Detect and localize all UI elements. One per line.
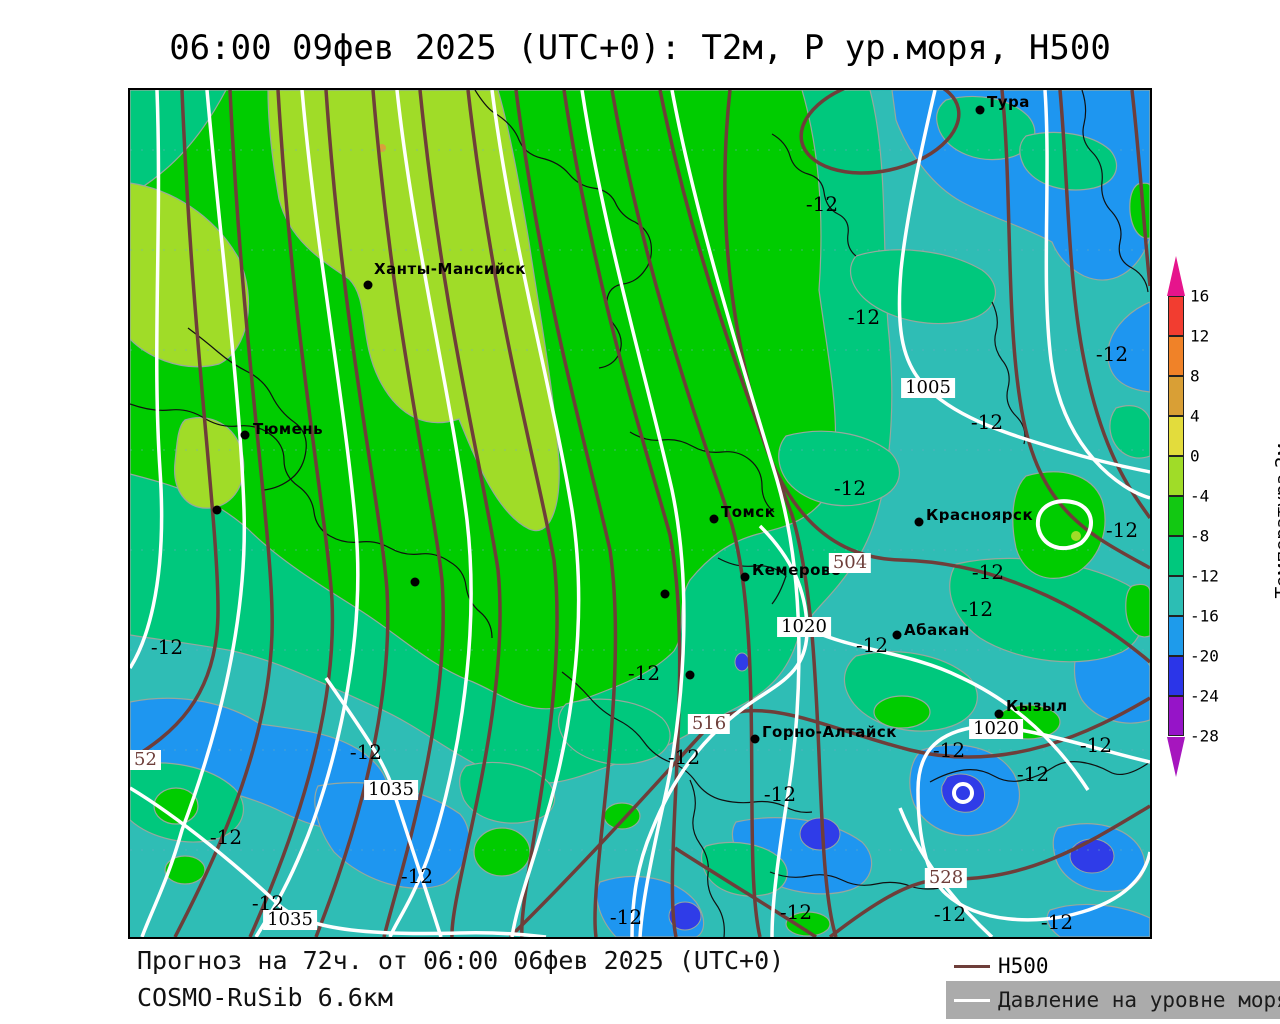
pressure-legend-label: Давление на уровне моря bbox=[998, 988, 1280, 1012]
temperature-contour-label: -12 bbox=[1016, 762, 1050, 786]
temperature-contour-label: -12 bbox=[833, 476, 867, 500]
colorbar-band bbox=[1168, 576, 1184, 616]
temperature-contour-label: -12 bbox=[1105, 518, 1139, 542]
city-dot bbox=[914, 517, 924, 527]
forecast-info-line: Прогноз на 72ч. от 06:00 06фев 2025 (UTC… bbox=[137, 946, 785, 975]
city-dot bbox=[709, 514, 719, 524]
temperature-contour-label: -12 bbox=[1040, 910, 1074, 934]
temperature-contour-label: -12 bbox=[400, 864, 434, 888]
city-label: Кызыл bbox=[1006, 697, 1068, 715]
pressure-contour-label: 1020 bbox=[777, 617, 831, 637]
colorbar-band bbox=[1168, 696, 1184, 736]
temp-field-green-specks bbox=[153, 182, 1150, 937]
city-dot bbox=[363, 280, 373, 290]
colorbar-tick-label: -12 bbox=[1190, 566, 1219, 586]
city-dot bbox=[685, 670, 695, 680]
h500-contour-label: 504 bbox=[828, 553, 872, 573]
city-dot bbox=[410, 577, 420, 587]
city-label: Тура bbox=[987, 93, 1030, 111]
temperature-contour-label: -12 bbox=[609, 905, 643, 929]
map-canvas bbox=[130, 90, 1150, 937]
city-dot bbox=[975, 105, 985, 115]
colorbar-arrow-bottom bbox=[1167, 737, 1185, 777]
city-dot bbox=[892, 630, 902, 640]
h500-contour-label: 516 bbox=[687, 714, 731, 734]
temperature-contour-label: -12 bbox=[855, 633, 889, 657]
colorbar-tick-label: 0 bbox=[1190, 446, 1200, 466]
forecast-map: ТураХанты-МансийскТюменьКурганОмскТомскК… bbox=[128, 88, 1152, 939]
colorbar-tick-label: 12 bbox=[1190, 326, 1210, 346]
temperature-contour-label: -12 bbox=[932, 738, 966, 762]
legend-h500: H500 bbox=[954, 954, 1049, 978]
colorbar-tick-label: -28 bbox=[1190, 726, 1219, 746]
h500-legend-label: H500 bbox=[998, 954, 1049, 978]
temperature-contour-label: -12 bbox=[1095, 342, 1129, 366]
colorbar-tick-label: -24 bbox=[1190, 686, 1219, 706]
temperature-contour-label: -12 bbox=[349, 740, 383, 764]
colorbar-tick-label: 8 bbox=[1190, 366, 1200, 386]
colorbar-tick-label: 4 bbox=[1190, 406, 1200, 426]
city-dot bbox=[740, 572, 750, 582]
city-label: Кемерово bbox=[752, 561, 842, 579]
city-label: Красноярск bbox=[926, 506, 1034, 524]
colorbar-tick-label: -20 bbox=[1190, 646, 1219, 666]
model-info-line: COSMO-RuSib 6.6км bbox=[137, 983, 393, 1012]
temperature-contour-label: -12 bbox=[150, 635, 184, 659]
city-label: Ханты-Мансийск bbox=[374, 260, 526, 278]
temperature-contour-label: -12 bbox=[779, 900, 813, 924]
pressure-contour-label: 1020 bbox=[969, 719, 1023, 739]
temperature-contour-label: -12 bbox=[627, 661, 661, 685]
city-dot bbox=[994, 709, 1004, 719]
temperature-contour-label: -12 bbox=[933, 902, 967, 926]
colorbar-band bbox=[1168, 416, 1184, 456]
temperature-contour-label: -12 bbox=[667, 745, 701, 769]
temperature-contour-label: -12 bbox=[805, 192, 839, 216]
city-label: Тюмень bbox=[253, 420, 324, 438]
legend-pressure: Давление на уровне моря bbox=[946, 981, 1280, 1019]
map-label-layer: ТураХанты-МансийскТюменьКурганОмскТомскК… bbox=[130, 90, 1150, 937]
colorbar-band bbox=[1168, 376, 1184, 416]
temperature-contour-label: -12 bbox=[847, 305, 881, 329]
pressure-contour-label: 1035 bbox=[364, 780, 418, 800]
colorbar-band bbox=[1168, 296, 1184, 336]
temperature-contour-label: -12 bbox=[960, 597, 994, 621]
temperature-contour-label: -12 bbox=[971, 560, 1005, 584]
pressure-contour-label: 1035 bbox=[263, 910, 317, 930]
city-label: Томск bbox=[721, 503, 776, 521]
h500-contour-label: 52 bbox=[130, 750, 161, 770]
colorbar-band bbox=[1168, 656, 1184, 696]
colorbar-tick-label: 16 bbox=[1190, 286, 1210, 306]
colorbar-band bbox=[1168, 336, 1184, 376]
temperature-contour-label: -12 bbox=[970, 410, 1004, 434]
city-dot bbox=[240, 430, 250, 440]
temperature-contour-label: -12 bbox=[763, 782, 797, 806]
colorbar-band bbox=[1168, 456, 1184, 496]
colorbar-title: Температура 2м bbox=[1272, 442, 1280, 599]
h500-contour-label: 528 bbox=[924, 868, 968, 888]
city-label: Горно-Алтайск bbox=[762, 723, 897, 741]
yellowgreen-speck bbox=[1071, 531, 1081, 541]
city-dot bbox=[660, 589, 670, 599]
colorbar-tick-label: -16 bbox=[1190, 606, 1219, 626]
page-title: 06:00 09фев 2025 (UTC+0): Т2м, P ур.моря… bbox=[169, 28, 1111, 68]
colorbar-band bbox=[1168, 496, 1184, 536]
temperature-contour-label: -12 bbox=[251, 891, 285, 915]
colorbar-band bbox=[1168, 616, 1184, 656]
pressure-line-sample bbox=[954, 998, 990, 1002]
colorbar-band bbox=[1168, 536, 1184, 576]
temperature-contour-label: -12 bbox=[209, 825, 243, 849]
colorbar-arrow-top bbox=[1167, 256, 1185, 296]
colorbar-tick-label: -4 bbox=[1190, 486, 1210, 506]
h500-line-sample bbox=[954, 964, 990, 968]
city-dot bbox=[750, 734, 760, 744]
h500-contours bbox=[130, 90, 1150, 937]
city-label: Абакан bbox=[904, 621, 970, 639]
city-dot bbox=[212, 505, 222, 515]
temperature-contour-label: -12 bbox=[1079, 733, 1113, 757]
pressure-contour-label: 1005 bbox=[901, 378, 955, 398]
colorbar-tick-label: -8 bbox=[1190, 526, 1210, 546]
